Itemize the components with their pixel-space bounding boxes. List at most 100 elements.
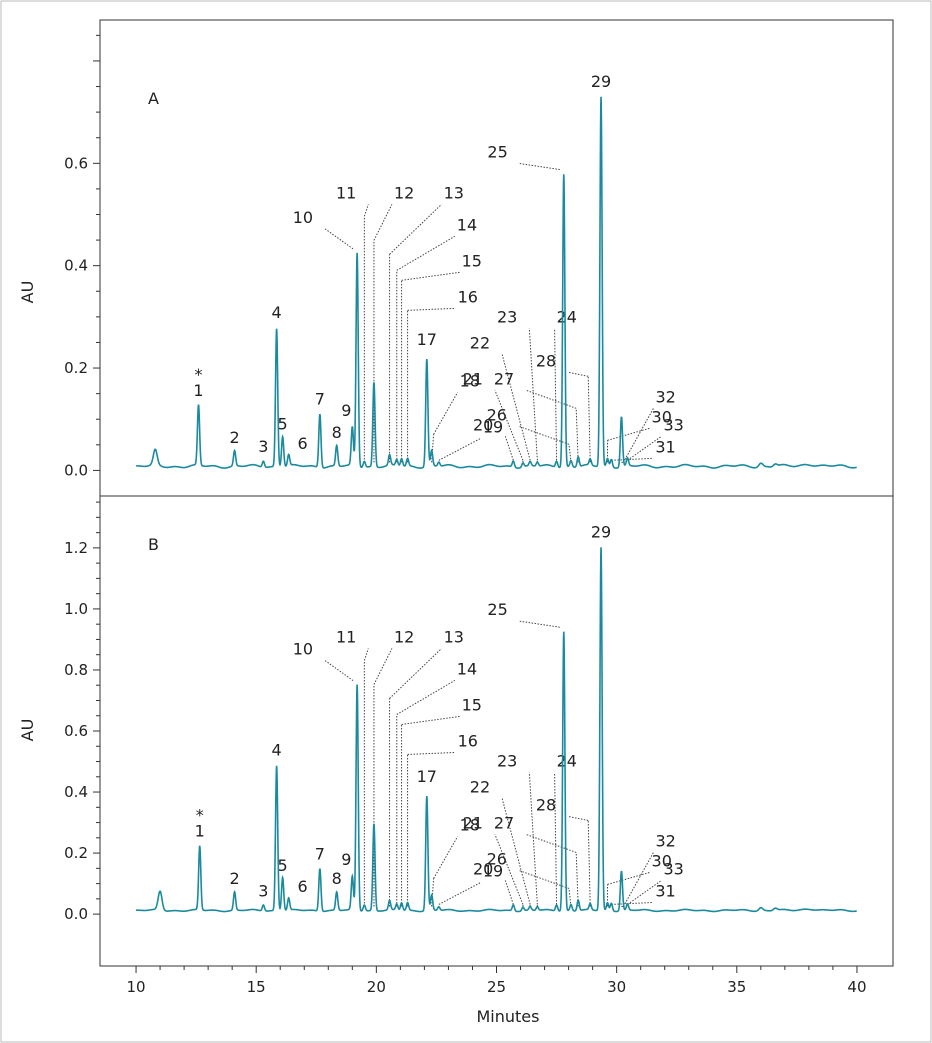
peak-22-leader-line [501, 354, 531, 461]
peak-label-19: 19 [483, 861, 503, 880]
y-tick-label: 0.0 [64, 461, 88, 479]
peak-label-16: 16 [458, 287, 478, 306]
peak-23-leader-line [528, 772, 538, 905]
peak-label-4: 4 [272, 303, 282, 322]
peak-label-2: 2 [229, 869, 239, 888]
peak-21-leader-line [494, 390, 524, 461]
peak-label-12: 12 [394, 183, 414, 202]
x-tick-label: 30 [607, 978, 626, 996]
peak-label-27: 27 [494, 813, 514, 832]
peak-label-26: 26 [487, 849, 507, 868]
y-tick-label: 0.2 [64, 844, 88, 862]
peak-label-11: 11 [336, 183, 356, 202]
peak-label-24: 24 [557, 307, 577, 326]
peak-label-26: 26 [487, 405, 507, 424]
peak-31-leader-line [611, 901, 654, 905]
peak-label-28: 28 [536, 351, 556, 370]
peak-label-32: 32 [655, 387, 675, 406]
peak-label-28: 28 [536, 795, 556, 814]
peak-20-leader-line [504, 880, 514, 905]
peak-label-8: 8 [332, 423, 342, 442]
peak-label-6: 6 [298, 877, 308, 896]
peak-label-33: 33 [663, 859, 683, 878]
peak-28-leader-line [568, 815, 589, 821]
peak-1-asterisk: * [195, 365, 203, 384]
peak-label-10: 10 [293, 640, 313, 659]
peak-label-30: 30 [652, 407, 672, 426]
peak-label-21: 21 [463, 813, 483, 832]
x-tick-label: 35 [727, 978, 746, 996]
y-tick-label: 0.4 [64, 257, 88, 275]
peak-11-leader-line [363, 204, 369, 217]
peak-label-20: 20 [473, 415, 493, 434]
peak-label-6: 6 [298, 434, 308, 453]
peak-20-leader-line [504, 436, 514, 461]
peak-label-9: 9 [341, 401, 351, 420]
x-tick-label: 10 [126, 978, 145, 996]
x-axis: 10 15 20 25 30 35 40 [126, 966, 867, 996]
peak-label-9: 9 [341, 850, 351, 869]
peak-label-21: 21 [463, 369, 483, 388]
peak-label-33: 33 [663, 415, 683, 434]
panel-a-y-ticks: 0.0 0.2 0.4 0.6 [64, 34, 100, 479]
panel-b-y-axis-title: AU [18, 719, 37, 742]
peak-label-1: 1 [193, 381, 203, 400]
peak-28-drop-line [587, 820, 591, 907]
peak-14-leader-line [396, 235, 456, 271]
peak-label-2: 2 [229, 428, 239, 447]
peak-label-14: 14 [457, 215, 477, 234]
peak-12-leader-line [373, 648, 393, 685]
peak-label-18: 18 [460, 371, 480, 390]
panel-a-trace [135, 96, 857, 469]
peak-label-5: 5 [278, 415, 288, 434]
peak-label-12: 12 [394, 627, 414, 646]
peak-label-31: 31 [655, 881, 675, 900]
peak-label-29: 29 [591, 72, 611, 91]
peak-label-22: 22 [470, 777, 490, 796]
peak-label-3: 3 [258, 437, 268, 456]
peak-label-23: 23 [497, 307, 517, 326]
peak-label-19: 19 [483, 417, 503, 436]
y-tick-label: 1.0 [64, 600, 88, 618]
peak-18-leader-line [433, 392, 459, 435]
peak-13-leader-line [389, 203, 442, 255]
peak-label-5: 5 [278, 856, 288, 875]
peak-label-23: 23 [497, 751, 517, 770]
peak-label-27: 27 [494, 369, 514, 388]
peak-28-leader-line [568, 371, 589, 377]
peak-19-leader-line [438, 437, 482, 461]
peak-30-leader-line [607, 871, 650, 885]
peak-30-leader-line [607, 427, 650, 441]
peak-label-15: 15 [462, 695, 482, 714]
peak-label-17: 17 [417, 767, 437, 786]
y-tick-label: 0.6 [64, 154, 88, 172]
panel-a-label: A [148, 89, 159, 108]
peak-label-3: 3 [258, 881, 268, 900]
peak-label-14: 14 [457, 659, 477, 678]
peak-label-10: 10 [293, 208, 313, 227]
peak-label-32: 32 [655, 831, 675, 850]
peak-1-asterisk: * [196, 805, 204, 824]
peak-label-4: 4 [272, 740, 282, 759]
panel-b-trace [136, 547, 857, 913]
peak-label-18: 18 [460, 815, 480, 834]
peak-32-leader-line [623, 408, 654, 463]
panel-a-y-axis-title: AU [18, 281, 37, 304]
peak-31-leader-line [611, 457, 654, 461]
x-tick-label: 20 [367, 978, 386, 996]
peak-label-31: 31 [655, 437, 675, 456]
peak-16-leader-line [407, 751, 456, 755]
peak-label-20: 20 [473, 859, 493, 878]
peak-15-leader-line [401, 715, 460, 725]
peak-label-11: 11 [336, 627, 356, 646]
peak-12-leader-line [373, 204, 393, 241]
peak-16-leader-line [407, 307, 456, 311]
peak-label-25: 25 [487, 143, 507, 162]
peak-label-13: 13 [444, 627, 464, 646]
peak-23-leader-line [528, 328, 538, 461]
peak-label-1: 1 [195, 821, 205, 840]
